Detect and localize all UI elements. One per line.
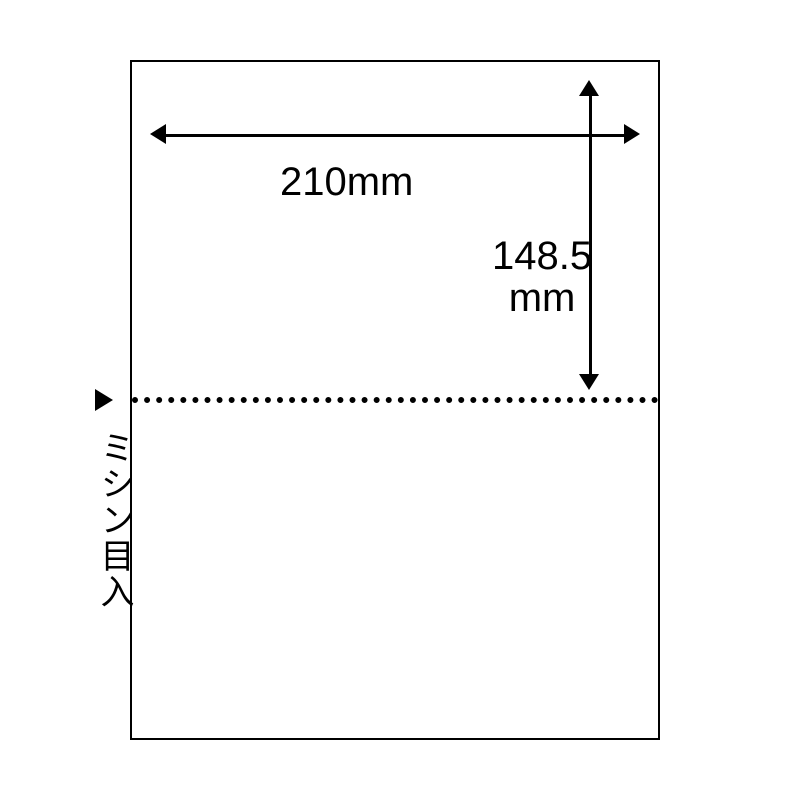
- width-arrowhead-left-icon: [150, 124, 166, 144]
- width-arrowhead-right-icon: [624, 124, 640, 144]
- perforation-line: [132, 397, 658, 403]
- height-dimension-unit: mm: [509, 276, 576, 320]
- width-dimension-label: 210mm: [280, 160, 413, 205]
- height-dimension-value: 148.5: [492, 234, 592, 278]
- perforation-marker-icon: [95, 389, 113, 411]
- diagram-stage: 210mm 148.5 mm ミシン目入: [0, 0, 800, 800]
- height-arrowhead-up-icon: [579, 80, 599, 96]
- height-arrowhead-down-icon: [579, 374, 599, 390]
- perforation-label: ミシン目入: [90, 430, 139, 610]
- height-dimension-label: 148.5 mm: [492, 235, 592, 319]
- width-dimension-line: [166, 134, 624, 137]
